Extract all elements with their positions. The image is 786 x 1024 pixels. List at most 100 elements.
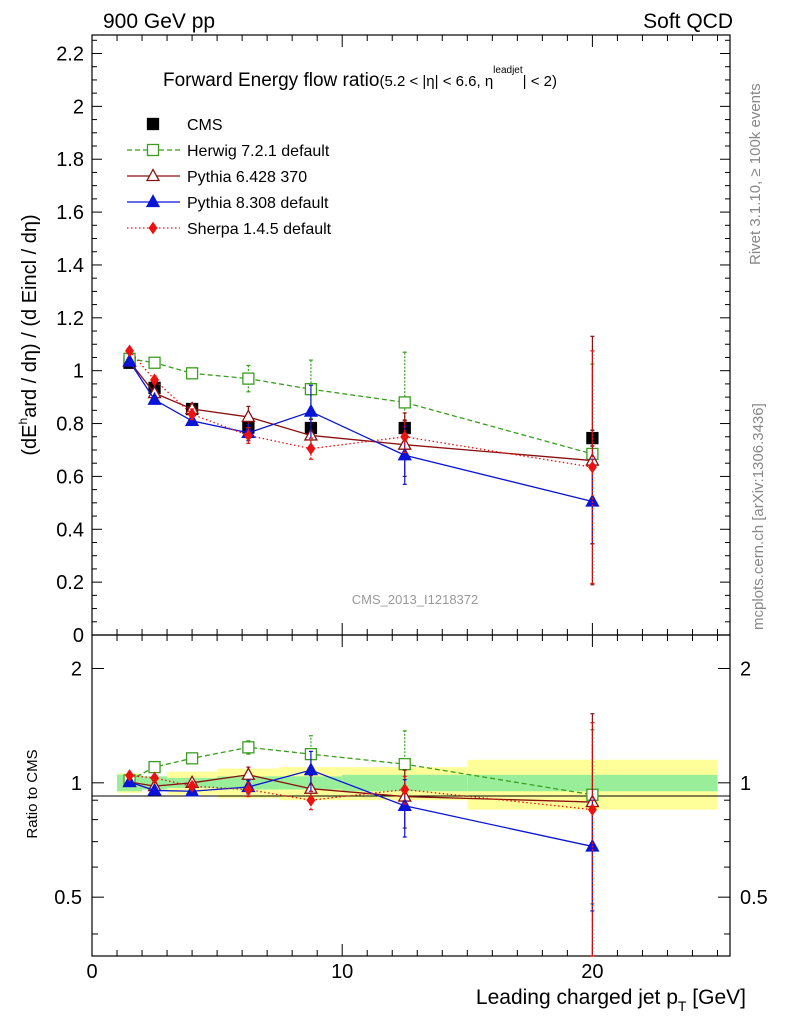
x-tick-label: 0 — [86, 961, 97, 983]
main-y-tick-label: 1.4 — [56, 255, 84, 277]
main-x-ticks — [91, 35, 718, 635]
ratio-point-sherpa-1-4-5-default — [150, 771, 160, 785]
main-point-sherpa-1-4-5-default — [243, 429, 253, 442]
ratio-point-pythia-8-308-default — [147, 782, 162, 796]
main-y-tick-label: 1.6 — [56, 202, 84, 224]
ratio-point-herwig-7-2-1-default — [185, 752, 199, 765]
ratio-series — [122, 713, 600, 957]
ratio-y-axis-label: Ratio to CMS — [24, 749, 41, 838]
main-y-tick-label: 0 — [73, 625, 84, 647]
main-point-pythia-8-308-default — [147, 391, 162, 405]
main-point-herwig-7-2-1-default — [148, 356, 161, 369]
legend-label-pythia-6-428-370: Pythia 6.428 370 — [187, 169, 307, 186]
x-axis-label-unit: [GeV] — [686, 986, 746, 1009]
main-y-axis: 0 0.2 0.4 0.6 0.8 1 1.2 1.4 1.6 1.8 2 2.2 — [56, 39, 730, 647]
legend-entry-sherpa-1-4-5-default: Sherpa 1.4.5 default — [127, 221, 332, 238]
main-point-herwig-7-2-1-default — [398, 396, 411, 409]
x-axis-label-main: Leading charged jet p — [476, 986, 678, 1009]
main-y-tick-label: 2 — [73, 96, 84, 118]
main-series-sherpa-1-4-5-default — [125, 344, 597, 585]
main-point-herwig-7-2-1-default — [185, 367, 199, 380]
legend-marker-herwig-7-2-1-default — [146, 143, 160, 157]
main-line-pythia-6-428-370 — [129, 361, 593, 462]
ylabel-part1: (dE — [19, 424, 41, 455]
legend-entry-cms: CMS — [146, 117, 223, 134]
analysis-watermark: CMS_2013_I1218372 — [352, 592, 479, 607]
main-point-sherpa-1-4-5-default — [150, 373, 160, 387]
legend: CMS Herwig 7.2.1 default Pythia 6.428 370 P… — [127, 117, 332, 238]
x-axis-label: Leading charged jet pT [GeV] — [476, 986, 746, 1014]
header-right: Soft QCD — [643, 10, 733, 33]
legend-marker-pythia-6-428-370 — [145, 168, 161, 182]
main-y-tick-label: 0.4 — [56, 519, 84, 541]
ratio-point-sherpa-1-4-5-default — [187, 779, 197, 793]
legend-entry-herwig-7-2-1-default: Herwig 7.2.1 default — [127, 143, 330, 160]
main-point-pythia-8-308-default — [122, 353, 137, 367]
header-left: 900 GeV pp — [103, 10, 215, 33]
ratio-point-herwig-7-2-1-default — [398, 757, 411, 771]
ratio-series-herwig-7-2-1-default — [123, 729, 599, 905]
legend-marker-sherpa-1-4-5-default — [148, 221, 158, 235]
main-point-pythia-8-308-default — [303, 403, 319, 417]
main-line-sherpa-1-4-5-default — [129, 350, 593, 468]
main-series-herwig-7-2-1-default — [123, 351, 599, 545]
legend-entry-pythia-6-428-370: Pythia 6.428 370 — [127, 168, 307, 186]
ratio-y-tick-label: 2 — [71, 658, 82, 680]
main-point-pythia-8-308-default — [397, 447, 412, 461]
legend-label-cms: CMS — [187, 117, 223, 134]
main-line-herwig-7-2-1-default — [129, 358, 593, 455]
ylabel-sup: h — [16, 418, 30, 425]
ratio-y-tick-label: 1 — [71, 773, 82, 795]
ratio-point-sherpa-1-4-5-default — [587, 803, 597, 817]
main-y-tick-label: 1 — [73, 361, 84, 383]
ratio-point-herwig-7-2-1-default — [242, 741, 255, 754]
main-y-axis-label: (dEhard / dη) / (d Eincl / dη) — [16, 214, 41, 455]
legend-label-sherpa-1-4-5-default: Sherpa 1.4.5 default — [187, 221, 332, 238]
ratio-band — [117, 759, 718, 810]
main-y-tick-label: 0.2 — [56, 572, 84, 594]
ratio-point-sherpa-1-4-5-default — [243, 783, 253, 796]
main-y-tick-label: 1.2 — [56, 308, 84, 330]
main-series — [122, 335, 600, 586]
main-y-tick-label: 1.8 — [56, 149, 84, 171]
ratio-point-sherpa-1-4-5-default — [125, 769, 134, 782]
plot-title-sup: leadjet — [493, 65, 523, 76]
rivet-version: Rivet 3.1.10, ≥ 100k events — [747, 83, 764, 265]
legend-entry-pythia-8-308-default: Pythia 8.308 default — [127, 194, 329, 212]
mcplots-ref: mcplots.cern.ch [arXiv:1306.3436] — [750, 403, 767, 630]
x-tick-label: 20 — [581, 961, 603, 983]
main-line-pythia-8-308-default — [128, 361, 593, 503]
ratio-y-tick-label-right: 0.5 — [740, 887, 768, 909]
main-point-pythia-6-428-370 — [241, 409, 256, 423]
main-point-sherpa-1-4-5-default — [306, 442, 316, 456]
legend-marker-cms — [146, 117, 160, 131]
main-y-tick-label: 0.6 — [56, 466, 84, 488]
ratio-point-sherpa-1-4-5-default — [400, 783, 410, 796]
ratio-y-axis: 0.5 0.5 1 1 2 2 — [54, 658, 768, 935]
ratio-x-axis: 0 10 20 — [86, 635, 718, 983]
main-point-sherpa-1-4-5-default — [400, 430, 410, 444]
main-y-tick-label: 2.2 — [56, 44, 84, 66]
ratio-series-sherpa-1-4-5-default — [125, 722, 597, 957]
plot-title-cond2: | < 2) — [523, 73, 557, 90]
main-point-sherpa-1-4-5-default — [125, 344, 134, 358]
x-axis-label-sub: T — [678, 998, 687, 1014]
main-y-tick-label: 0.8 — [56, 414, 84, 436]
ratio-point-pythia-8-308-default — [397, 797, 412, 811]
plot-title-cond1: (5.2 < |η| < 6.6, η — [379, 73, 493, 90]
ylabel-part2: ard / dη) / (d Eincl / dη) — [19, 214, 41, 417]
main-point-herwig-7-2-1-default — [242, 372, 255, 385]
legend-marker-pythia-8-308-default — [145, 194, 161, 208]
main-series-pythia-8-308-default — [122, 353, 600, 545]
legend-label-pythia-8-308-default: Pythia 8.308 default — [187, 195, 329, 212]
ratio-point-pythia-8-308-default — [303, 762, 319, 776]
main-point-sherpa-1-4-5-default — [187, 407, 197, 421]
legend-label-herwig-7-2-1-default: Herwig 7.2.1 default — [187, 143, 330, 160]
ratio-point-sherpa-1-4-5-default — [306, 793, 316, 807]
ratio-point-herwig-7-2-1-default — [148, 760, 161, 774]
ratio-y-tick-label-right: 2 — [740, 658, 751, 680]
plot-title: Forward Energy flow ratio(5.2 < |η| < 6.… — [163, 65, 557, 91]
x-tick-label: 10 — [331, 961, 353, 983]
plot-title-main: Forward Energy flow ratio — [163, 70, 379, 91]
